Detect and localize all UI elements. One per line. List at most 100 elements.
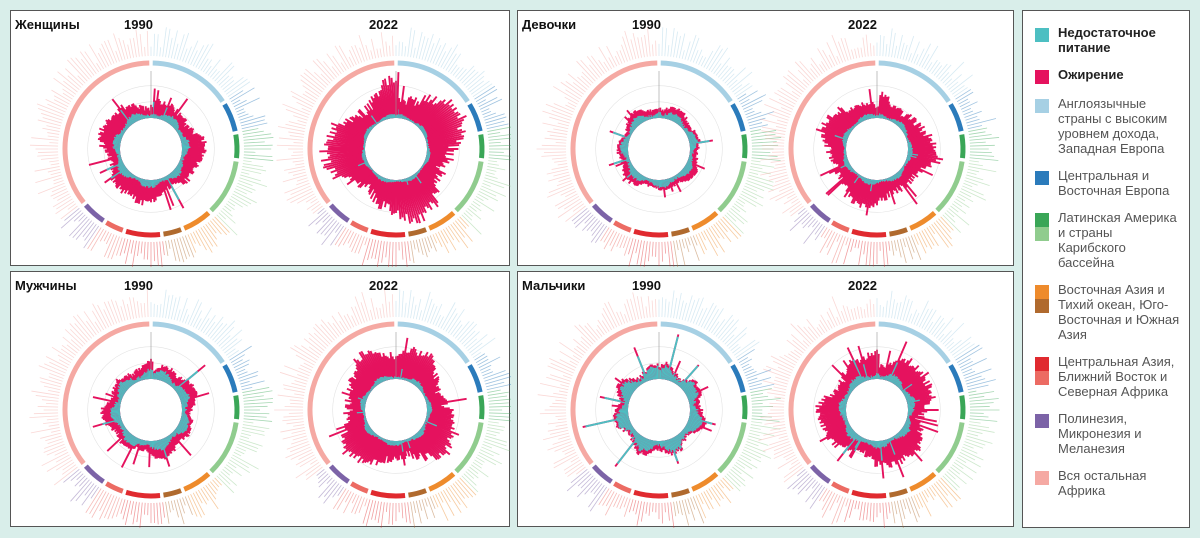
- country-label-mark: [318, 475, 331, 488]
- country-label-mark: [842, 305, 849, 322]
- underweight-bar: [416, 170, 420, 174]
- country-label-mark: [547, 421, 567, 425]
- country-label-mark: [242, 390, 273, 396]
- country-label-mark: [748, 432, 760, 437]
- underweight-bar: [683, 127, 688, 132]
- underweight-bar: [893, 378, 899, 385]
- underweight-bar: [891, 436, 895, 441]
- underweight-bar: [385, 375, 389, 381]
- country-label-mark: [794, 61, 814, 82]
- obesity-bar: [851, 176, 864, 198]
- underweight-bar: [856, 121, 860, 125]
- underweight-bar: [179, 158, 184, 162]
- obesity-bar: [886, 438, 898, 465]
- obesity-bar: [902, 164, 917, 175]
- country-label-mark: [905, 237, 914, 260]
- country-label-mark: [967, 384, 989, 391]
- underweight-bar: [861, 376, 866, 382]
- underweight-bar: [652, 440, 656, 447]
- country-label-mark: [836, 234, 841, 242]
- obesity-bar: [330, 153, 366, 163]
- country-label-mark: [790, 323, 812, 345]
- underweight-bar: [899, 386, 904, 391]
- country-label-mark: [488, 398, 511, 402]
- underweight-bar: [144, 179, 148, 188]
- region-arc: [370, 228, 406, 238]
- obesity-bar: [383, 179, 392, 208]
- country-label-mark: [794, 210, 808, 223]
- country-label-mark: [768, 174, 788, 181]
- country-label-mark: [750, 130, 777, 135]
- country-label-mark: [44, 363, 66, 374]
- region-arc: [959, 134, 966, 159]
- obesity-bar: [411, 435, 429, 460]
- underweight-bar: [678, 433, 685, 441]
- country-label-mark: [45, 99, 68, 110]
- country-label-mark: [664, 28, 668, 57]
- country-label-mark: [298, 451, 314, 461]
- country-label-mark: [291, 429, 306, 434]
- country-label-mark: [302, 85, 320, 98]
- country-label-mark: [557, 195, 580, 210]
- underweight-bar: [164, 437, 170, 445]
- underweight-bar: [425, 400, 430, 404]
- country-label-mark: [684, 499, 690, 515]
- country-label-mark: [70, 479, 90, 502]
- country-label-mark: [313, 327, 331, 345]
- obesity-bar: [335, 126, 368, 140]
- country-label-mark: [750, 129, 762, 132]
- country-label-mark: [474, 198, 495, 212]
- country-label-mark: [236, 368, 246, 374]
- country-label-mark: [545, 103, 573, 116]
- underweight-bar: [135, 379, 139, 383]
- country-label-mark: [647, 296, 651, 318]
- country-label-mark: [370, 298, 377, 320]
- country-label-mark: [616, 311, 623, 325]
- region-arc: [570, 60, 658, 205]
- country-label-mark: [410, 30, 416, 58]
- country-label-mark: [421, 238, 428, 258]
- country-label-mark: [635, 500, 640, 515]
- underweight-bar: [178, 423, 188, 430]
- country-label-mark: [959, 101, 971, 108]
- country-label-mark: [542, 122, 569, 130]
- country-label-mark: [222, 338, 238, 352]
- country-label-mark: [351, 306, 360, 325]
- country-label-mark: [291, 154, 304, 156]
- country-label-mark: [218, 75, 230, 86]
- country-label-mark: [300, 74, 323, 93]
- underweight-bar: [364, 425, 371, 431]
- obesity-bar: [406, 177, 426, 222]
- underweight-bar: [419, 168, 422, 171]
- country-label-mark: [555, 415, 567, 417]
- underweight-bar: [424, 395, 427, 399]
- country-label-mark: [928, 59, 938, 73]
- country-label-mark: [289, 135, 304, 138]
- underweight-bar: [118, 396, 123, 400]
- underweight-bar: [853, 379, 859, 387]
- country-label-mark: [603, 61, 610, 71]
- underweight-bar: [672, 176, 676, 180]
- country-label-mark: [616, 234, 623, 247]
- country-label-mark: [741, 190, 758, 200]
- obesity-bar: [354, 167, 373, 182]
- country-label-mark: [836, 55, 841, 64]
- underweight-bar: [419, 428, 424, 432]
- country-label-mark: [968, 131, 986, 135]
- underweight-bar: [632, 429, 637, 434]
- obesity-bar: [424, 158, 446, 168]
- country-label-mark: [958, 98, 969, 105]
- radial-chart: [760, 28, 1000, 267]
- country-label-mark: [586, 218, 598, 232]
- region-arc: [633, 228, 669, 238]
- country-label-mark: [965, 375, 982, 382]
- country-label-mark: [751, 421, 763, 424]
- country-label-mark: [165, 28, 171, 58]
- country-label-mark: [479, 449, 494, 457]
- underweight-bar: [680, 431, 686, 437]
- country-label-mark: [751, 418, 780, 422]
- country-label-mark: [732, 346, 741, 354]
- country-label-mark: [388, 502, 391, 525]
- underweight-bar: [426, 415, 430, 419]
- country-label-mark: [47, 132, 60, 135]
